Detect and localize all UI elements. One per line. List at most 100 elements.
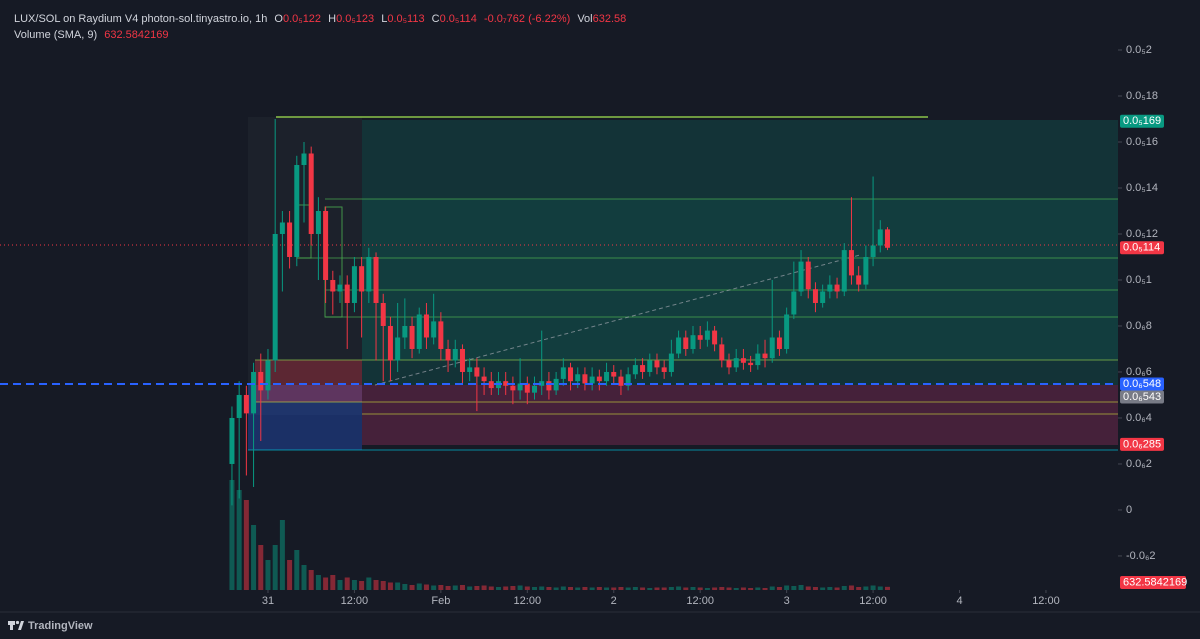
candle-body <box>474 367 480 377</box>
volume-bar <box>431 585 437 590</box>
volume-bar <box>229 480 235 590</box>
ohlc-value: 0.0₅123 <box>336 13 374 25</box>
candle-body <box>712 330 718 345</box>
candle-body <box>539 381 545 386</box>
candle-body <box>431 321 437 338</box>
volume-bar <box>517 585 523 590</box>
candle-body <box>380 302 386 326</box>
loss-zone <box>362 385 1118 445</box>
candle-body <box>805 261 811 290</box>
candle-body <box>409 325 415 349</box>
candle-body <box>575 374 581 382</box>
volume-label-box <box>1120 576 1186 589</box>
volume-bar <box>539 586 545 590</box>
volume-bar <box>683 587 689 590</box>
price-label-box <box>1120 390 1164 404</box>
change: -0.0₇762 (-6.22%) <box>484 13 570 25</box>
candle-body <box>236 394 242 418</box>
indicator-name: Volume (SMA, 9) <box>14 29 97 41</box>
candle-body <box>517 383 523 391</box>
price-label: 0.0₅114 <box>1123 242 1160 254</box>
x-tick-label: 12:00 <box>341 595 369 607</box>
x-tick-label: 12:00 <box>1032 595 1060 607</box>
price-label-box <box>1120 241 1164 255</box>
volume-bar <box>236 490 242 590</box>
candle-body <box>315 210 321 234</box>
candle-body <box>697 335 703 340</box>
candle-body <box>719 344 725 361</box>
candle-body <box>351 266 357 303</box>
candle-body <box>568 367 574 382</box>
volume-bar <box>611 587 617 590</box>
candle-body <box>776 337 782 349</box>
candle-body <box>625 374 631 386</box>
symbol: LUX/SOL on Raydium V4 photon-sol.tinyast… <box>14 13 267 25</box>
candle-body <box>668 353 674 372</box>
candle-body <box>812 289 818 303</box>
volume-bar <box>344 577 350 590</box>
candle-body <box>748 362 754 366</box>
volume-bar <box>812 587 818 590</box>
ohlc-key: O <box>274 13 283 25</box>
candle-body <box>726 360 732 368</box>
volume-bar <box>647 588 653 590</box>
profit-zone <box>362 120 1118 385</box>
candle-body <box>632 365 638 375</box>
candle-body <box>884 229 890 248</box>
volume-bar <box>373 580 379 590</box>
candle-body <box>870 245 876 257</box>
volume-bar <box>301 565 307 590</box>
x-tick-label: 12:00 <box>859 595 887 607</box>
candle-body <box>820 291 826 303</box>
candle-body <box>301 153 307 165</box>
ohlc-key: C <box>432 13 440 25</box>
logo-part <box>15 620 20 625</box>
logo <box>8 620 24 630</box>
ohlc-value: 0.0₅114 <box>440 13 477 25</box>
volume-bar <box>640 587 646 590</box>
candle-body <box>618 376 624 386</box>
volume-bar <box>387 582 393 590</box>
volume-bar <box>589 587 595 590</box>
candle-body <box>337 284 343 292</box>
logo-part <box>18 621 24 630</box>
brand: TradingView <box>28 620 93 632</box>
volume-bar <box>863 586 869 590</box>
blue-box <box>248 385 362 450</box>
volume-bar <box>676 586 682 590</box>
x-tick-label: 12:00 <box>514 595 542 607</box>
volume-bar <box>827 587 833 590</box>
candle-body <box>589 376 595 384</box>
vol-value: 632.58 <box>593 13 627 25</box>
volume-bar <box>287 560 293 590</box>
candle-body <box>503 381 509 386</box>
y-tick-label: -0.0₆2 <box>1126 550 1156 562</box>
y-tick-label: 0.0₅14 <box>1126 182 1158 194</box>
volume-bar <box>546 587 552 590</box>
candle-body <box>848 250 854 276</box>
candle-body <box>510 385 516 391</box>
y-tick-label: 0 <box>1126 504 1132 516</box>
candle-body <box>827 284 833 292</box>
volume-bar <box>308 570 314 590</box>
logo-part <box>10 621 13 630</box>
volume-bar <box>568 587 574 590</box>
volume-bar <box>776 587 782 590</box>
candle-body <box>676 337 682 354</box>
volume-bar <box>481 585 487 590</box>
candle-body <box>762 353 768 359</box>
candle-body <box>229 417 235 464</box>
volume-bar <box>524 586 530 590</box>
volume-bar <box>395 582 401 590</box>
volume-bar <box>798 585 804 590</box>
volume-bar <box>841 586 847 590</box>
candle-body <box>863 256 869 285</box>
x-tick-label: 3 <box>784 595 790 607</box>
candle-body <box>683 337 689 349</box>
volume-bar <box>690 587 696 590</box>
candle-body <box>344 284 350 303</box>
vol-key: Vol <box>577 13 592 25</box>
volume-bar <box>488 586 494 590</box>
